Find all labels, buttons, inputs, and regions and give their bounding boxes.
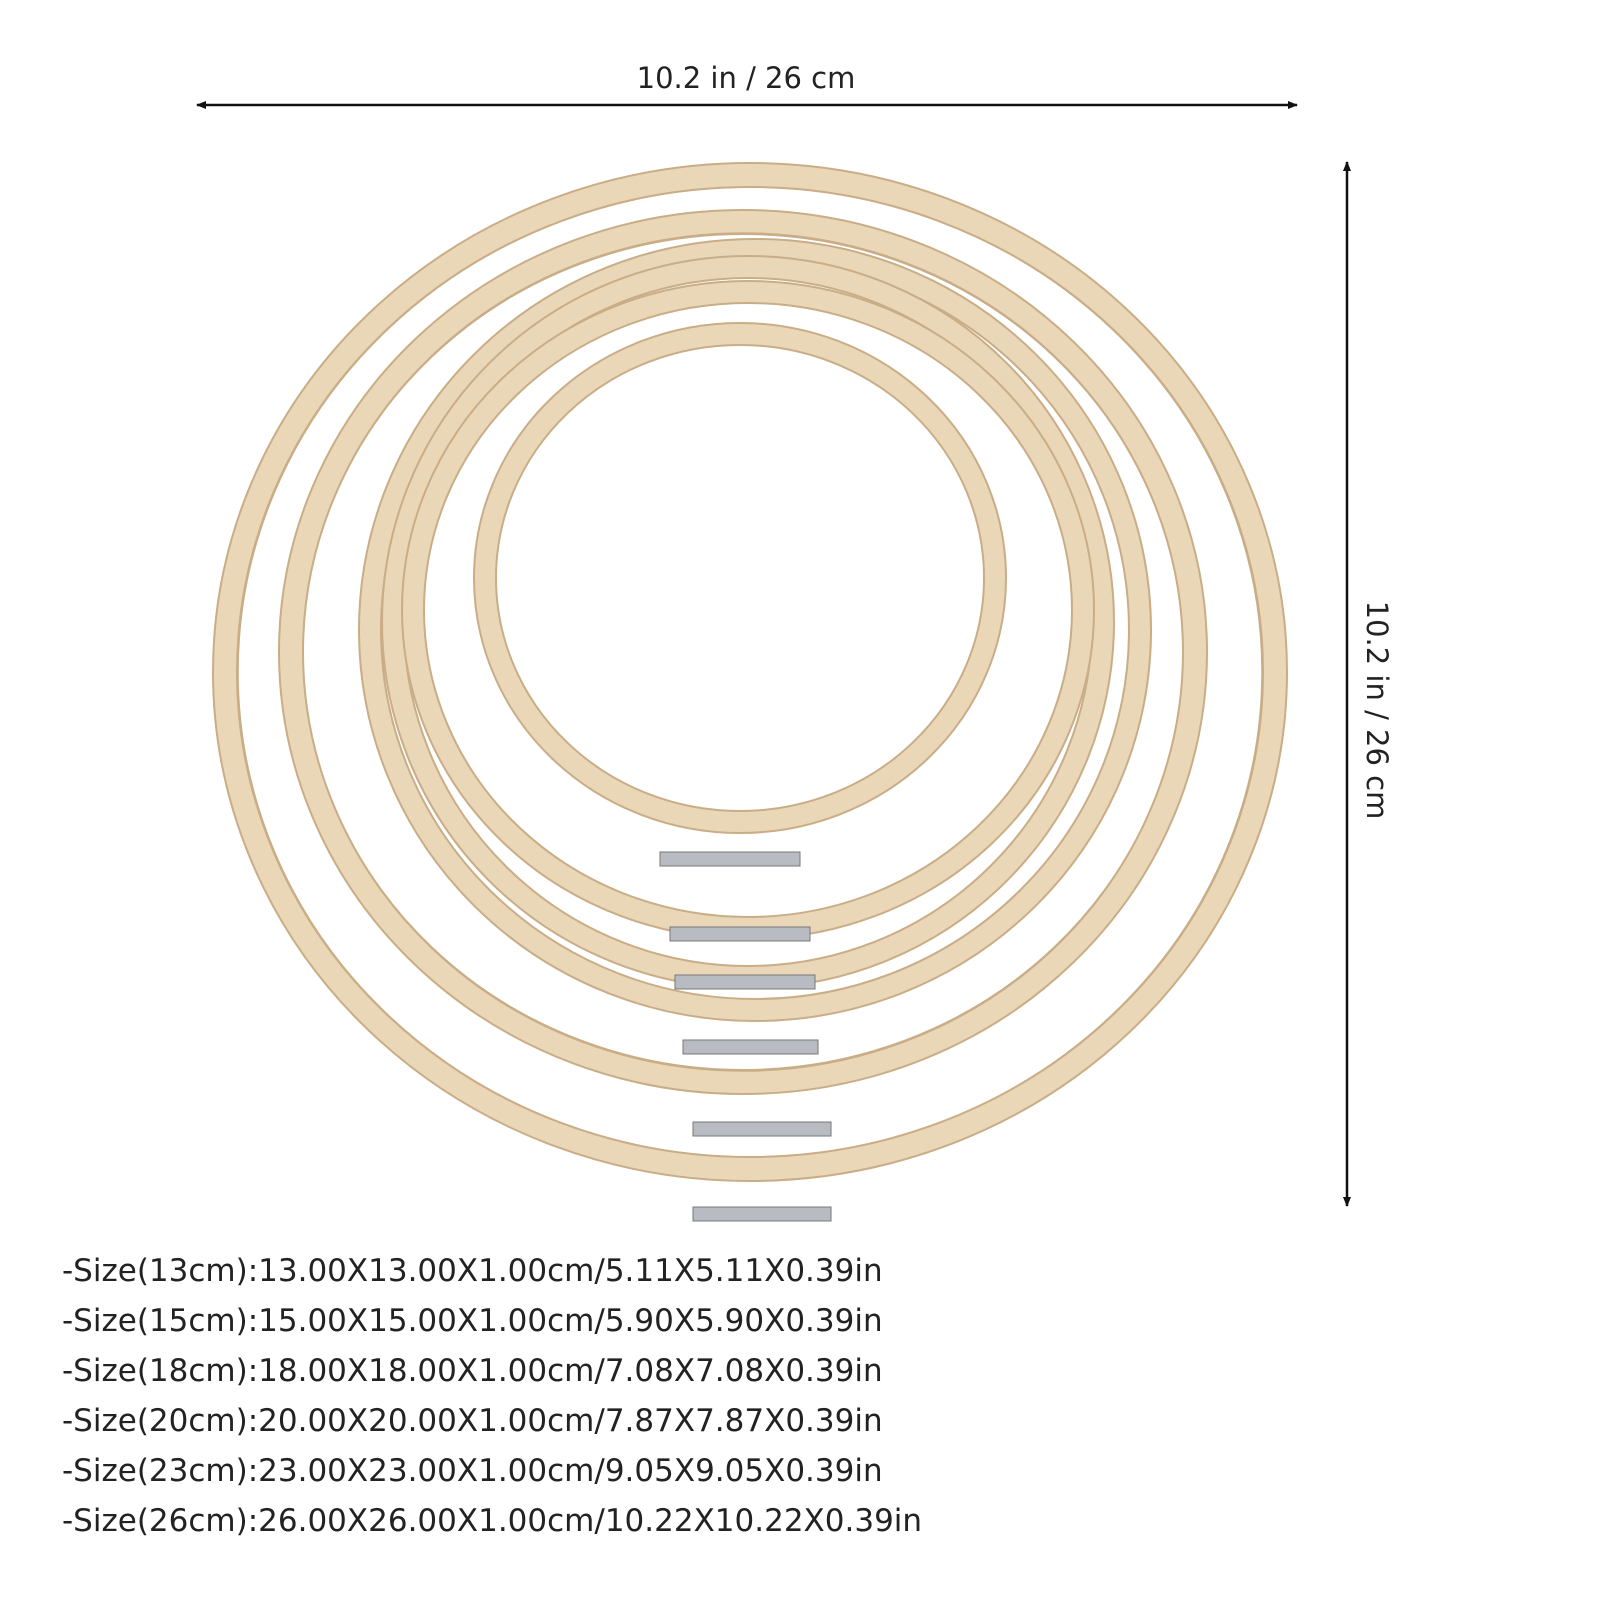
screw xyxy=(692,1121,832,1137)
screw xyxy=(674,974,816,990)
size-line: -Size(18cm):18.00X18.00X1.00cm/7.08X7.08… xyxy=(62,1353,883,1389)
size-line: -Size(15cm):15.00X15.00X1.00cm/5.90X5.90… xyxy=(62,1303,883,1339)
size-line: -Size(20cm):20.00X20.00X1.00cm/7.87X7.87… xyxy=(62,1403,883,1439)
size-list: -Size(13cm):13.00X13.00X1.00cm/5.11X5.11… xyxy=(62,1253,922,1539)
height-label: 10.2 in / 26 cm xyxy=(1360,601,1394,820)
screw xyxy=(682,1039,819,1055)
hoop-screws xyxy=(659,851,832,1222)
size-line: -Size(13cm):13.00X13.00X1.00cm/5.11X5.11… xyxy=(62,1253,883,1289)
hoops xyxy=(212,162,1288,1182)
hoop-23 xyxy=(278,209,1208,1095)
width-label: 10.2 in / 26 cm xyxy=(637,61,856,95)
size-line: -Size(26cm):26.00X26.00X1.00cm/10.22X10.… xyxy=(62,1503,922,1539)
hoop-13 xyxy=(473,322,1007,834)
hoop-20 xyxy=(358,238,1152,1022)
screw xyxy=(692,1206,832,1222)
screw xyxy=(669,926,811,942)
screw xyxy=(659,851,801,867)
hoop-26 xyxy=(212,162,1288,1182)
size-line: -Size(23cm):23.00X23.00X1.00cm/9.05X9.05… xyxy=(62,1453,883,1489)
